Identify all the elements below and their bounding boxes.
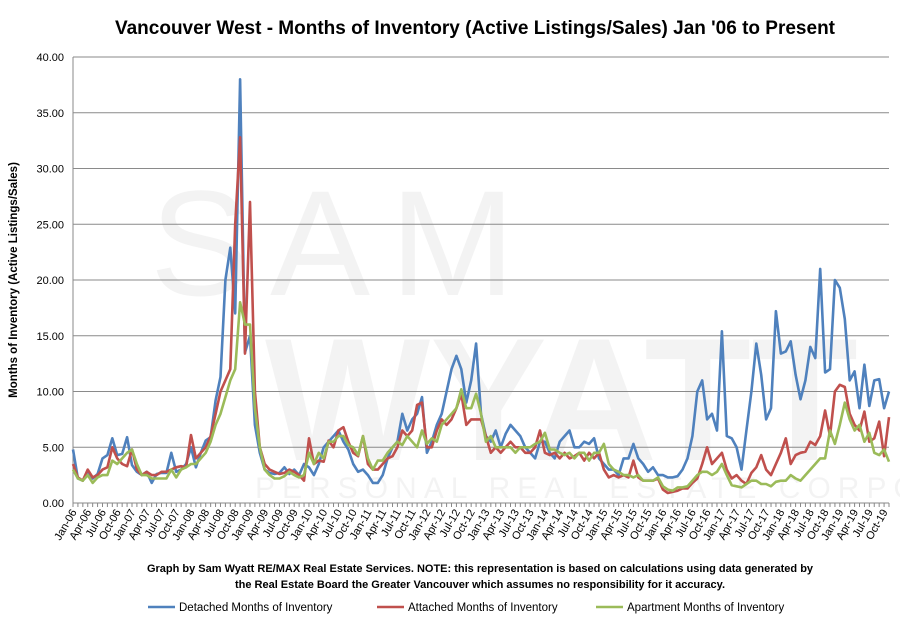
y-tick-label: 30.00 — [36, 164, 64, 176]
legend-label: Attached Months of Inventory — [408, 602, 558, 614]
y-axis-label: Months of Inventory (Active Listings/Sal… — [8, 162, 20, 398]
y-tick-label: 20.00 — [36, 275, 64, 287]
series-lines — [71, 78, 891, 495]
y-axis-ticks: 0.00 5.00 10.00 15.00 20.00 25.00 30.00 35.00 40… — [36, 52, 64, 510]
y-tick-label: 5.00 — [43, 442, 64, 454]
legend: Detached Months of Inventory Attached Mon… — [148, 602, 784, 614]
y-tick-label: 40.00 — [36, 52, 64, 64]
source-note-line2: the Real Estate Board the Greater Vancou… — [235, 579, 725, 591]
y-tick-label: 10.00 — [36, 387, 64, 399]
watermark-wyatt: WYATT — [265, 303, 858, 498]
watermark-sam: SAM — [150, 159, 535, 327]
y-tick-label: 0.00 — [43, 498, 64, 510]
legend-label: Apartment Months of Inventory — [627, 602, 784, 614]
legend-item-attached: Attached Months of Inventory — [377, 602, 558, 614]
legend-item-detached: Detached Months of Inventory — [148, 602, 333, 614]
y-tick-label: 35.00 — [36, 108, 64, 120]
y-tick-label: 15.00 — [36, 331, 64, 343]
chart-title: Vancouver West - Months of Inventory (Ac… — [115, 18, 836, 39]
source-note-line1: Graph by Sam Wyatt RE/MAX Real Estate Se… — [147, 563, 814, 575]
legend-item-apartment: Apartment Months of Inventory — [596, 602, 784, 614]
legend-label: Detached Months of Inventory — [179, 602, 333, 614]
y-tick-label: 25.00 — [36, 219, 64, 231]
x-axis-ticks: Jan-06Apr-06Jul-06Oct-06Jan-07Apr-07Jul-… — [52, 503, 891, 543]
series-line-apartment — [71, 300, 891, 493]
